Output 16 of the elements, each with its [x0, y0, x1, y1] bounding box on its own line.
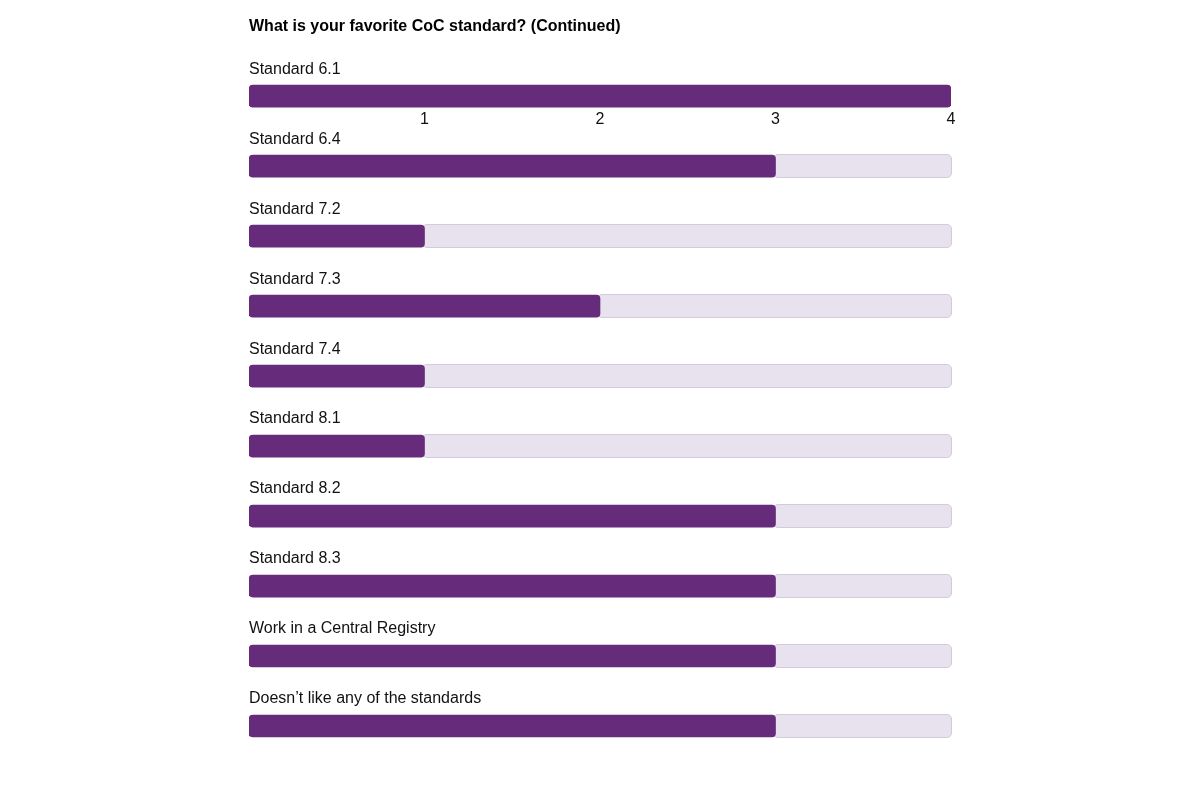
- x-tick-label: 3: [771, 110, 781, 128]
- y-tick-label: Work in a Central Registry: [249, 619, 436, 637]
- bar: [249, 84, 951, 108]
- y-tick-label: Standard 6.1: [249, 59, 341, 77]
- y-tick-label: Standard 8.3: [249, 549, 341, 567]
- x-tick-label: 4: [946, 110, 956, 128]
- x-tick-label: 2: [595, 110, 605, 128]
- y-tick-label: Standard 7.4: [249, 339, 341, 357]
- y-tick-label: Standard 7.2: [249, 199, 341, 217]
- y-tick-label: Doesn’t like any of the standards: [249, 689, 482, 707]
- x-tick-label: 1: [420, 110, 430, 128]
- y-tick-label: Standard 6.4: [249, 129, 341, 147]
- y-tick-label: Standard 7.3: [249, 269, 341, 287]
- chart-title: What is your favorite CoC standard? (Continued): [249, 17, 621, 35]
- y-tick-label: Standard 8.1: [249, 409, 341, 427]
- y-tick-label: Standard 8.2: [249, 479, 341, 497]
